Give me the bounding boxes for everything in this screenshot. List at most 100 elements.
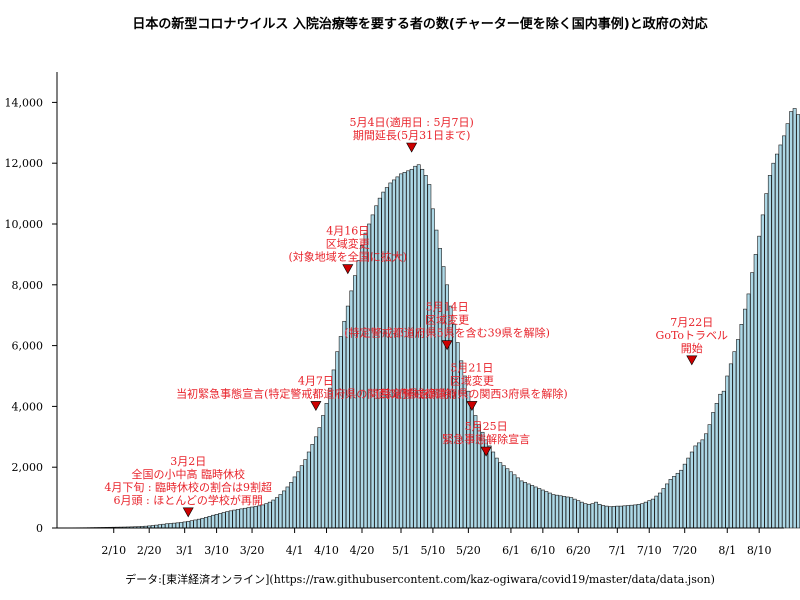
bar (757, 235, 762, 529)
bar (232, 509, 237, 529)
bar (186, 521, 191, 529)
bar (392, 179, 396, 529)
y-tick-label: 14,000 (5, 96, 44, 109)
bar (161, 523, 166, 529)
bar (576, 500, 581, 529)
bar (179, 522, 184, 529)
data-source: データ:[東洋経済オンライン](https://raw.githubuserco… (125, 572, 715, 586)
bar (221, 512, 226, 529)
annotation-line: 区域変更 (425, 313, 469, 327)
y-tick-label: 2,000 (12, 461, 44, 474)
bar (342, 320, 347, 529)
bar (274, 497, 279, 529)
bar (654, 495, 659, 529)
bar (306, 451, 311, 529)
bar (175, 522, 180, 529)
bar (657, 492, 662, 529)
bar (487, 445, 492, 529)
bar (707, 424, 712, 529)
bar (321, 415, 325, 529)
bar (679, 469, 684, 529)
bar (207, 515, 212, 529)
bar (196, 518, 201, 529)
bar (228, 510, 233, 529)
bar (594, 501, 598, 529)
annotation: 5月4日(適用日 : 5月7日)期間延長(5月31日まで) (349, 115, 474, 153)
y-tick-label: 0 (36, 522, 43, 535)
bar (523, 482, 528, 529)
annotation-line: 5月21日 (450, 361, 493, 374)
bar (597, 503, 602, 529)
bar (278, 494, 283, 529)
bar (565, 496, 570, 529)
bar (498, 462, 503, 529)
bar (204, 517, 208, 529)
bar (579, 501, 584, 529)
bar (402, 172, 407, 529)
bar (636, 503, 641, 529)
bar (714, 403, 719, 529)
annotation-line: 4月16日 (326, 225, 369, 238)
annotation-line: (対象地域を全国に拡大) (289, 250, 408, 264)
x-tick-label: 7/20 (672, 544, 697, 557)
bar (711, 412, 715, 529)
x-ticks-layer: 2/10 2/20 3/1 3/10 3/20 4/1 4/10 4/20 5/1 5/10 5/2… (101, 528, 772, 557)
bar (672, 476, 676, 529)
bar (796, 114, 800, 529)
annotation-line: 当初緊急事態宣言(特定警戒都道府県の関西3府県を解除) (176, 386, 456, 400)
x-tick-label: 7/10 (637, 544, 662, 557)
bar (501, 465, 506, 529)
bar (271, 499, 276, 529)
bar (608, 506, 613, 529)
x-tick-label: 3/1 (176, 544, 194, 557)
bar (509, 471, 513, 529)
annotation-line: GoToトラベル (656, 329, 729, 342)
bar (303, 459, 308, 529)
bar (555, 494, 559, 529)
bar (434, 229, 439, 529)
bar (746, 293, 751, 529)
bar (250, 506, 254, 529)
annotation-line: 区域変更 (326, 237, 370, 251)
bar (785, 123, 790, 529)
bar (753, 254, 758, 529)
bar (643, 501, 648, 529)
bar (516, 477, 520, 529)
bar (615, 505, 620, 529)
bar (289, 482, 293, 529)
bar (494, 457, 499, 529)
bar (239, 508, 244, 529)
bar (168, 523, 173, 529)
bar (725, 375, 730, 529)
bar (764, 193, 769, 529)
annotation-line: 4月下旬 : 臨時休校の割合は9割超 (104, 480, 272, 494)
bar (296, 471, 301, 529)
bar (299, 465, 304, 529)
bar (558, 495, 563, 529)
annotation-marker (310, 401, 322, 412)
bar (218, 513, 223, 529)
bar (792, 108, 797, 529)
bar (253, 506, 258, 529)
annotation-marker (686, 355, 698, 366)
x-tick-label: 8/1 (718, 544, 736, 557)
bar (665, 483, 669, 529)
bar (704, 433, 708, 529)
bar (367, 223, 371, 529)
y-tick-label: 6,000 (12, 340, 44, 353)
annotation-line: 7月22日 (670, 316, 713, 329)
bar (452, 324, 457, 529)
bar (530, 485, 535, 529)
bar (395, 176, 400, 529)
bar (338, 336, 343, 529)
bar (739, 324, 744, 529)
bar (611, 506, 616, 529)
bar (324, 403, 329, 529)
annotation-line: 期間延長(5月31日まで) (353, 129, 471, 142)
bar (718, 393, 723, 529)
